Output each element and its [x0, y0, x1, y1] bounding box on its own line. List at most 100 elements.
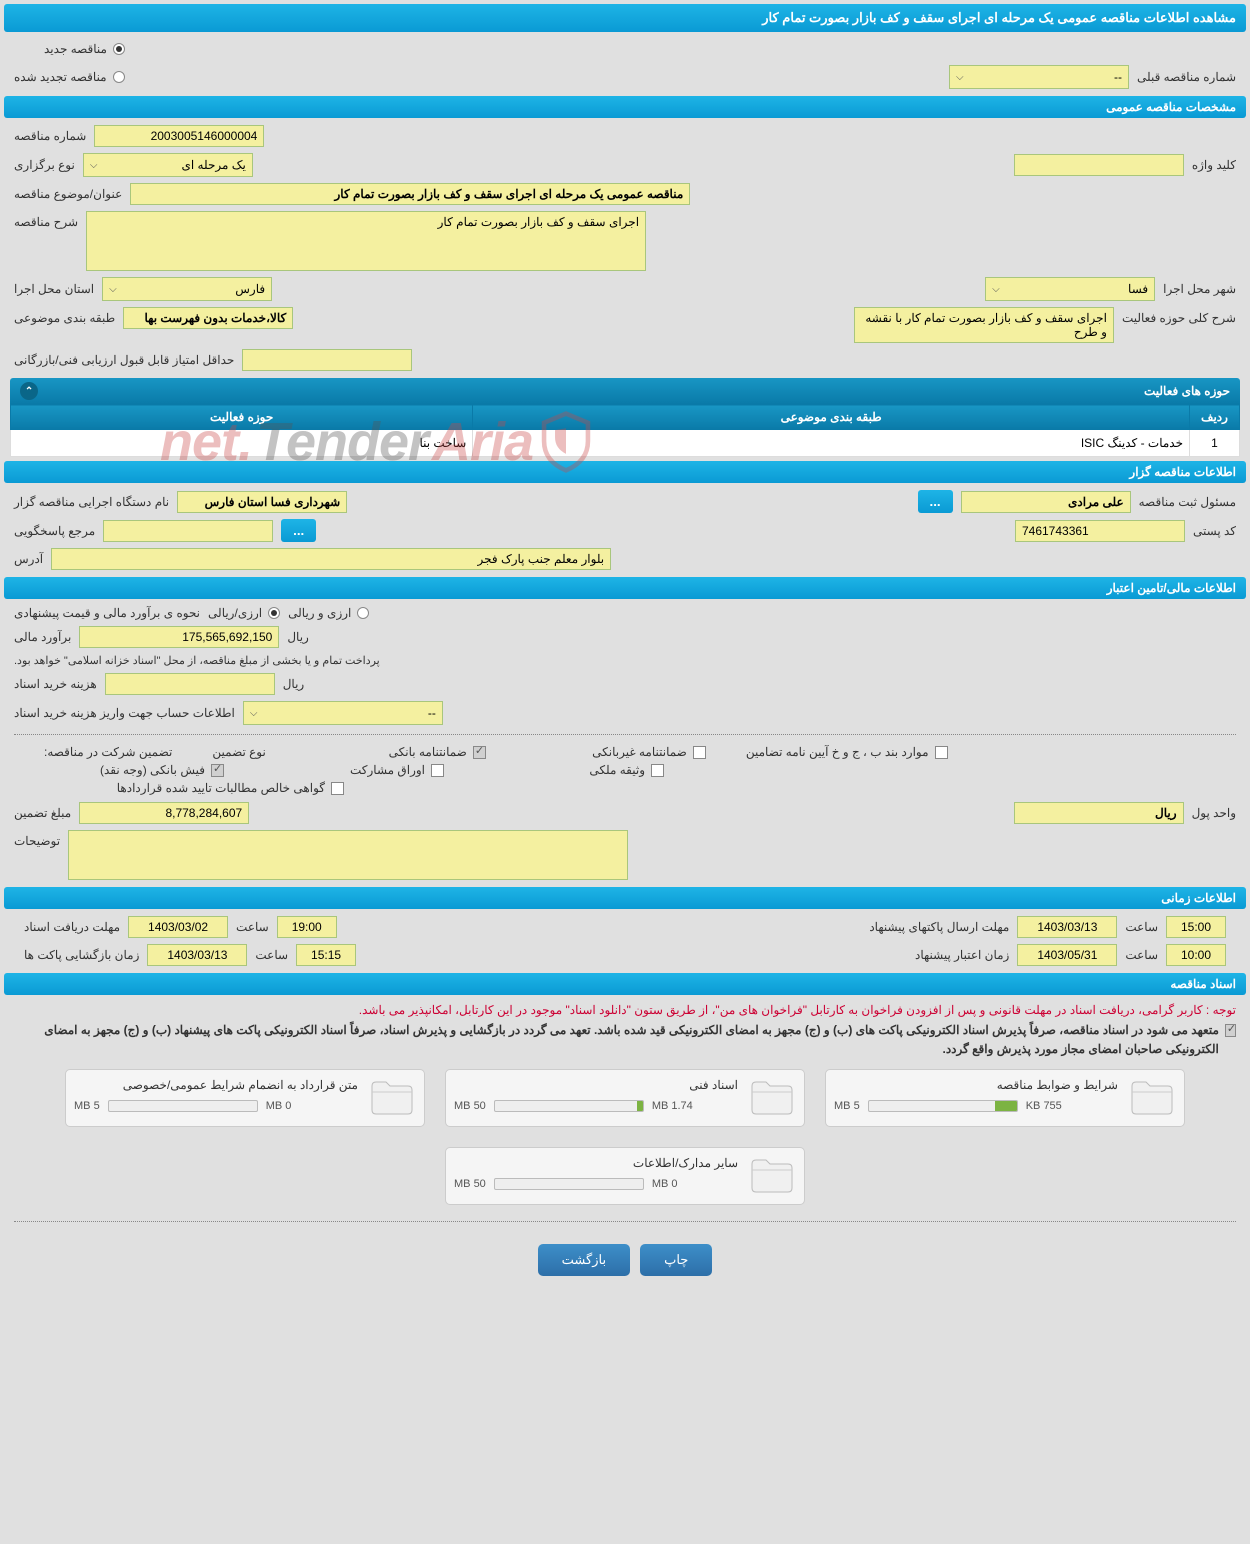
validity-time: 10:00 [1166, 944, 1226, 966]
prev-tender-dropdown[interactable]: -- ⌵ [949, 65, 1129, 89]
radio-label: ارزی و ریالی [288, 606, 351, 620]
section-general: مشخصات مناقصه عمومی [4, 96, 1246, 118]
doc-used: 1.74 MB [652, 1100, 693, 1112]
response-more-button[interactable]: ... [281, 519, 316, 542]
radio-rial[interactable]: ارزی/ریالی [208, 606, 280, 620]
dropdown-value: فسا [1128, 282, 1148, 296]
doc-title: اسناد فنی [454, 1078, 738, 1092]
type-dropdown[interactable]: یک مرحله ای ⌵ [83, 153, 253, 177]
send-packets-date: 1403/03/13 [1017, 916, 1117, 938]
guarantee-label: تضمین شرکت در مناقصه: [44, 745, 172, 759]
deadline-docs-label: مهلت دریافت اسناد [24, 920, 120, 934]
doc-total: 50 MB [454, 1100, 486, 1112]
progress-track [108, 1100, 258, 1112]
section-timing: اطلاعات زمانی [4, 887, 1246, 909]
reg-officer-field: علی مرادی [961, 491, 1131, 513]
validity-date: 1403/05/31 [1017, 944, 1117, 966]
radio-renewed-tender[interactable]: مناقصه تجدید شده [14, 70, 125, 84]
address-label: آدرس [14, 552, 43, 566]
checkbox-icon [211, 764, 224, 777]
doc-box[interactable]: اسناد فنی 1.74 MB 50 MB [445, 1069, 805, 1127]
response-field[interactable] [103, 520, 273, 542]
min-score-field[interactable] [242, 349, 412, 371]
col-field: حوزه فعالیت [11, 405, 473, 430]
radio-label: مناقصه تجدید شده [14, 70, 107, 84]
radio-forex[interactable]: ارزی و ریالی [288, 606, 369, 620]
type-label: نوع برگزاری [14, 158, 75, 172]
time-label: ساعت [236, 920, 269, 934]
commitment-checkbox[interactable] [1225, 1024, 1236, 1037]
check-certified[interactable]: گواهی خالص مطالبات تایید شده قراردادها [44, 781, 344, 795]
subject-label: عنوان/موضوع مناقصه [14, 187, 122, 201]
category-label: طبقه بندی موضوعی [14, 311, 115, 325]
dropdown-value: یک مرحله ای [182, 158, 246, 172]
validity-label: زمان اعتبار پیشنهاد [915, 948, 1009, 962]
check-cash[interactable]: فیش بانکی (وجه نقد) [44, 763, 224, 777]
doc-total: 5 MB [834, 1100, 860, 1112]
deposit-info-dropdown[interactable]: -- ⌵ [243, 701, 443, 725]
city-dropdown[interactable]: فسا ⌵ [985, 277, 1155, 301]
check-bank[interactable]: ضمانتنامه بانکی [306, 745, 486, 759]
doc-total: 50 MB [454, 1178, 486, 1190]
folder-icon [368, 1078, 416, 1118]
deadline-docs-date: 1403/03/02 [128, 916, 228, 938]
time-label: ساعت [1125, 920, 1158, 934]
collapse-icon[interactable]: ⌃ [20, 382, 38, 400]
divider [14, 734, 1236, 735]
keyword-field[interactable] [1014, 154, 1184, 176]
guarantee-amount-field: 8,778,284,607 [79, 802, 249, 824]
rial-label-2: ریال [283, 677, 305, 691]
chevron-down-icon: ⌵ [956, 72, 964, 83]
desc-field: اجرای سقف و کف بازار بصورت تمام کار [86, 211, 646, 271]
tender-no-label: شماره مناقصه [14, 129, 86, 143]
rial-label: ریال [287, 630, 309, 644]
guarantee-amount-label: مبلغ تضمین [14, 806, 71, 820]
open-packets-date: 1403/03/13 [147, 944, 247, 966]
print-button[interactable]: چاپ [640, 1244, 712, 1276]
activity-panel-header: حوزه های فعالیت ⌃ [10, 378, 1240, 404]
dropdown-value: -- [1114, 70, 1122, 84]
doc-title: متن قرارداد به انضمام شرایط عمومی/خصوصی [74, 1078, 358, 1092]
check-property[interactable]: وثیقه ملکی [484, 763, 664, 777]
radio-icon [113, 43, 125, 55]
progress-track [494, 1178, 644, 1190]
dropdown-value: فارس [235, 282, 265, 296]
radio-new-tender[interactable]: مناقصه جدید [44, 42, 125, 56]
exec-field: شهرداری فسا استان فارس [177, 491, 347, 513]
folder-icon [748, 1078, 796, 1118]
chevron-down-icon: ⌵ [992, 284, 1000, 295]
table-row: 1خدمات - کدینگ ISICساخت بنا [11, 430, 1240, 457]
check-bond[interactable]: موارد بند ب ، ج و خ آیین نامه تضامین [746, 745, 948, 759]
time-label: ساعت [255, 948, 288, 962]
back-button[interactable]: بازگشت [538, 1244, 630, 1276]
activity-desc-field: اجرای سقف و کف بازار بصورت تمام کار با ن… [854, 307, 1114, 343]
page-title: مشاهده اطلاعات مناقصه عمومی یک مرحله ای … [4, 4, 1246, 32]
checkbox-icon [935, 746, 948, 759]
radio-icon [268, 607, 280, 619]
send-packets-time: 15:00 [1166, 916, 1226, 938]
province-dropdown[interactable]: فارس ⌵ [102, 277, 272, 301]
reg-officer-more-button[interactable]: ... [918, 490, 953, 513]
notes-field[interactable] [68, 830, 628, 880]
address-field: بلوار معلم جنب پارک فجر [51, 548, 611, 570]
doc-box[interactable]: متن قرارداد به انضمام شرایط عمومی/خصوصی 0… [65, 1069, 425, 1127]
doc-cost-field[interactable] [105, 673, 275, 695]
unit-label: واحد پول [1192, 806, 1236, 820]
chevron-down-icon: ⌵ [109, 284, 117, 295]
col-row: ردیف [1190, 405, 1240, 430]
deadline-docs-time: 19:00 [277, 916, 337, 938]
chevron-down-icon: ⌵ [250, 708, 258, 719]
open-packets-time: 15:15 [296, 944, 356, 966]
doc-used: 0 MB [652, 1178, 678, 1190]
doc-used: 755 KB [1026, 1100, 1062, 1112]
estimate-field: 175,565,692,150 [79, 626, 279, 648]
category-field: کالا،خدمات بدون فهرست بها [123, 307, 293, 329]
doc-box[interactable]: شرایط و ضوابط مناقصه755 KB5 MB [825, 1069, 1185, 1127]
tender-no-field: 2003005146000004 [94, 125, 264, 147]
check-nonbank[interactable]: ضمانتنامه غیربانکی [526, 745, 706, 759]
bold-note: متعهد می شود در اسناد مناقصه، صرفاً پذیر… [14, 1021, 1219, 1059]
doc-used: 0 MB [266, 1100, 292, 1112]
doc-box[interactable]: سایر مدارک/اطلاعات0 MB50 MB [445, 1147, 805, 1205]
check-participation[interactable]: اوراق مشارکت [264, 763, 444, 777]
activity-desc-label: شرح کلی حوزه فعالیت [1122, 307, 1236, 325]
